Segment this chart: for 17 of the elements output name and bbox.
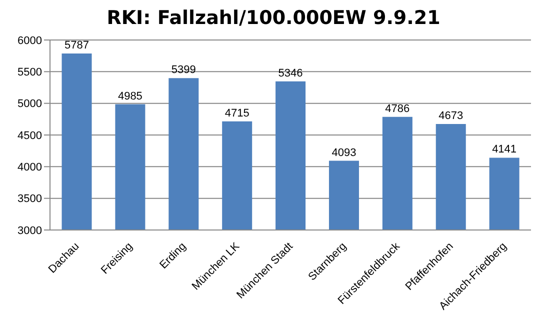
y-tick-label: 4000 — [18, 162, 42, 174]
data-label: 4141 — [492, 144, 517, 156]
y-tick-label: 5500 — [18, 66, 42, 79]
y-tick-label: 5000 — [18, 98, 42, 110]
data-label: 5787 — [64, 39, 89, 52]
y-tick-label: 6000 — [18, 34, 42, 47]
data-label: 4985 — [118, 90, 142, 102]
data-label: 5399 — [171, 64, 196, 76]
data-label: 4715 — [224, 107, 250, 120]
y-tick-label: 3500 — [18, 193, 42, 206]
data-label: 4673 — [438, 110, 464, 122]
data-label: 4786 — [385, 102, 410, 115]
data-label: 5346 — [278, 67, 303, 80]
data-label: 4093 — [332, 146, 356, 159]
chart-title: RKI: Fallzahl/100.000EW 9.9.21 — [106, 6, 442, 30]
y-tick-label: 3000 — [18, 224, 42, 237]
y-tick-label: 4500 — [18, 130, 42, 142]
